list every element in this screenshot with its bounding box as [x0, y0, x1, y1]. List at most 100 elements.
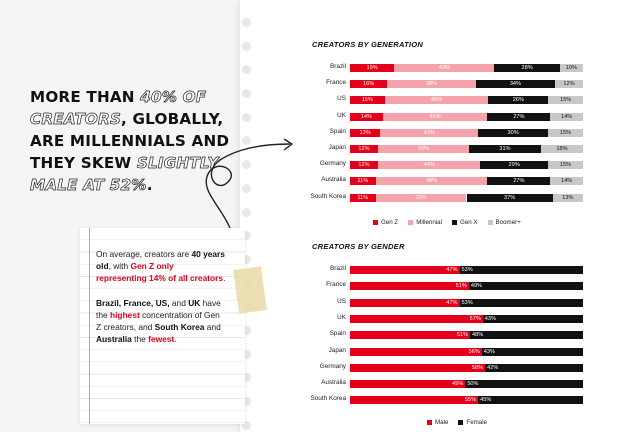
bar-segment [459, 266, 583, 274]
binder-holes [242, 18, 252, 432]
legend-label: Gen X [460, 219, 478, 226]
bar-segment [478, 128, 549, 137]
segment-value-label: 42% [487, 364, 499, 371]
segment-value-label: 14% [561, 113, 573, 120]
headline-highlight-2: SLIGHTLY MALE AT 52% [30, 154, 219, 195]
legend-item: Boomer+ [487, 219, 521, 226]
binder-hole [242, 112, 251, 122]
segment-value-label: 26% [512, 97, 524, 104]
binder-hole [242, 136, 251, 146]
segment-value-label: 31% [499, 146, 511, 152]
row-label: UK [337, 313, 346, 321]
segment-value-label: 15% [559, 129, 572, 136]
segment-value-label: 43% [438, 65, 450, 71]
legend-item: Male [427, 419, 448, 426]
segment-value-label: 44% [423, 162, 435, 169]
binder-hole [242, 373, 251, 383]
chart-legend: Male Female [427, 419, 487, 426]
row-label: Germany [319, 362, 346, 370]
notebook-page [240, 0, 624, 432]
segment-value-label: 12% [563, 81, 575, 88]
row-label: Japan [328, 144, 346, 151]
segment-value-label: 51% [456, 332, 469, 339]
segment-value-label: 49% [470, 283, 483, 290]
bar-segment [482, 314, 583, 323]
row-label: Spain [329, 330, 346, 338]
segment-value-label: 16% [363, 81, 375, 88]
row-label: Brazil [330, 63, 346, 70]
segment-value-label: 13% [562, 194, 574, 201]
segment-value-label: 48% [472, 332, 484, 339]
bar-segment [548, 96, 583, 105]
bar-segment [350, 177, 376, 186]
segment-value-label: 15% [361, 97, 373, 104]
legend-swatch [452, 220, 457, 225]
row-label: France [326, 79, 346, 87]
binder-hole [242, 160, 251, 170]
bar-segment [470, 331, 583, 340]
bar-segment [377, 161, 481, 170]
segment-value-label: 48% [425, 178, 438, 185]
legend-swatch [373, 220, 378, 225]
segment-value-label: 53% [461, 267, 473, 273]
segment-value-label: 57% [469, 315, 481, 322]
binder-hole [242, 397, 251, 406]
curved-arrow-icon [205, 138, 294, 229]
row-label: South Korea [310, 192, 346, 200]
row-label: Spain [329, 127, 346, 135]
segment-value-label: 51% [455, 283, 467, 290]
segment-value-label: 43% [483, 348, 495, 355]
bar-segment [350, 128, 381, 137]
chart-title: CREATORS BY GENDER [312, 242, 405, 251]
bar-segment [350, 363, 486, 372]
segment-value-label: 14% [360, 113, 372, 120]
legend-label: Male [435, 419, 449, 426]
row-label: France [326, 281, 346, 289]
segment-value-label: 12% [358, 146, 370, 152]
bar-segment [466, 193, 553, 202]
bar-segment [465, 380, 583, 389]
legend-swatch [408, 220, 414, 225]
bar-segment [384, 96, 489, 105]
headline-highlight-1: 40% OF CREATORS [30, 88, 207, 129]
bar-segment [350, 331, 471, 340]
segment-value-label: 43% [484, 315, 496, 322]
bar-segment [382, 112, 488, 121]
segment-value-label: 47% [446, 299, 458, 306]
headline-text-2: , GLOBALLY, ARE MILLENNIALS AND THEY SKE… [30, 110, 230, 172]
bar-segment [350, 112, 383, 121]
bar-segment [548, 128, 583, 137]
bar-segment [550, 112, 583, 121]
bar-segment [559, 64, 583, 72]
segment-value-label: 30% [507, 129, 519, 136]
bar-segment [350, 380, 466, 389]
bar-segment [377, 145, 469, 153]
bar-segment [387, 80, 476, 89]
segment-value-label: 39% [417, 146, 429, 152]
segment-value-label: 55% [464, 397, 477, 404]
note-text: On average, creators are 40 years old, w… [96, 248, 226, 357]
bar-segment [350, 266, 460, 274]
segment-value-label: 27% [513, 178, 525, 185]
bar-segment [380, 128, 479, 137]
headline-period: . [146, 176, 153, 194]
segment-value-label: 34% [509, 81, 522, 88]
bar-segment [481, 347, 583, 356]
bar-segment [350, 298, 460, 307]
segment-value-label: 56% [468, 348, 480, 355]
segment-value-label: 45% [480, 397, 492, 404]
note-paragraph-1: On average, creators are 40 years old, w… [96, 249, 226, 284]
binder-hole [242, 65, 251, 75]
segment-value-label: 37% [504, 194, 516, 201]
segment-value-label: 53% [461, 299, 473, 306]
binder-hole [242, 231, 251, 241]
binder-hole [242, 325, 251, 335]
binder-hole [242, 18, 251, 27]
bar-segment [459, 298, 583, 307]
bar-segment [468, 282, 583, 291]
binder-hole [242, 254, 251, 264]
row-label: US [337, 95, 346, 103]
bar-segment [487, 112, 551, 121]
segment-value-label: 27% [513, 113, 525, 120]
bar-segment [375, 177, 488, 186]
